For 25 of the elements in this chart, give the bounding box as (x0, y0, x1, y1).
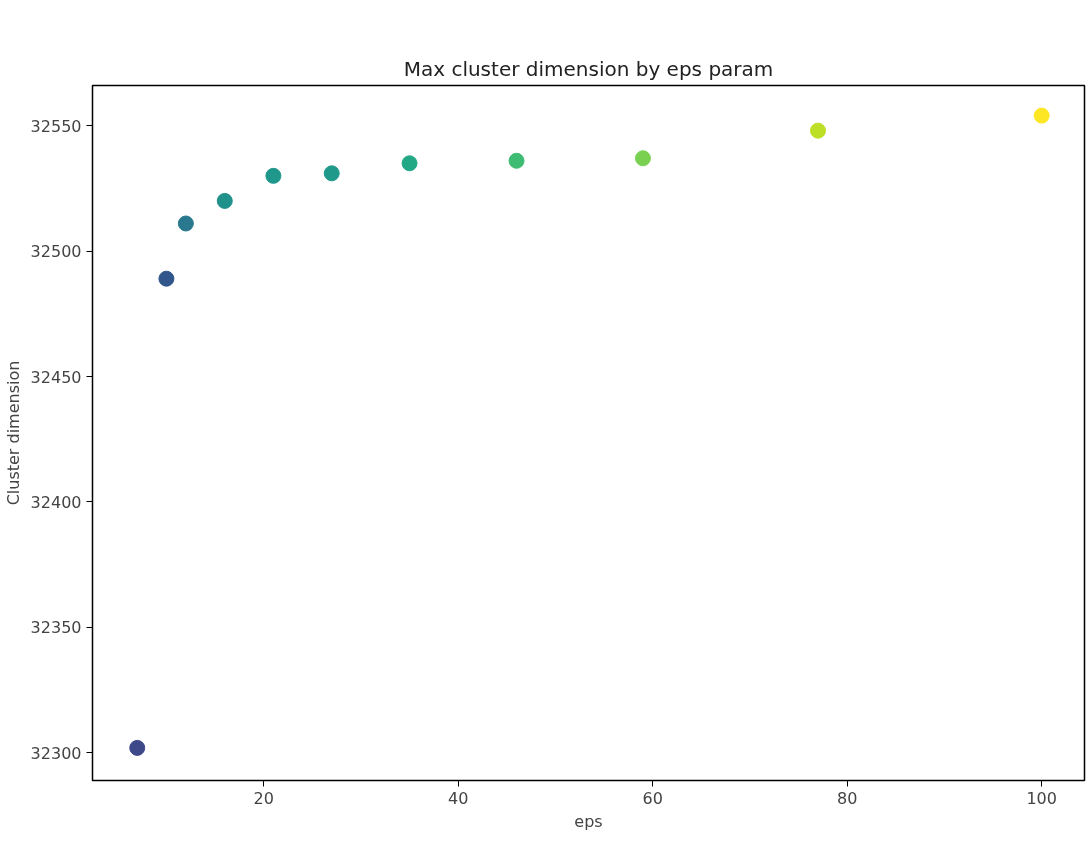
y-tick-label: 32450 (30, 367, 82, 387)
y-axis-title: Cluster dimension (3, 360, 23, 506)
point (129, 739, 146, 756)
point (810, 122, 827, 139)
point (508, 152, 525, 169)
point (1033, 107, 1050, 124)
point (177, 215, 194, 232)
point (401, 155, 418, 172)
point (265, 167, 282, 184)
chart-title: Max cluster dimension by eps param (403, 56, 774, 81)
y-tick-label: 32550 (30, 116, 82, 136)
x-tick-label: 20 (253, 788, 274, 808)
point (216, 192, 233, 209)
x-tick-label: 100 (1026, 788, 1057, 808)
x-tick-label: 80 (837, 788, 858, 808)
x-tick-label: 40 (448, 788, 469, 808)
point (634, 150, 651, 167)
x-axis-title: eps (574, 811, 603, 831)
y-tick-label: 32300 (30, 743, 82, 763)
y-tick-label: 32400 (30, 493, 82, 512)
y-tick-label: 32500 (30, 242, 82, 262)
x-tick-label: 60 (642, 788, 663, 808)
point (323, 165, 340, 182)
point (158, 270, 175, 287)
y-tick-label: 32350 (30, 618, 82, 638)
